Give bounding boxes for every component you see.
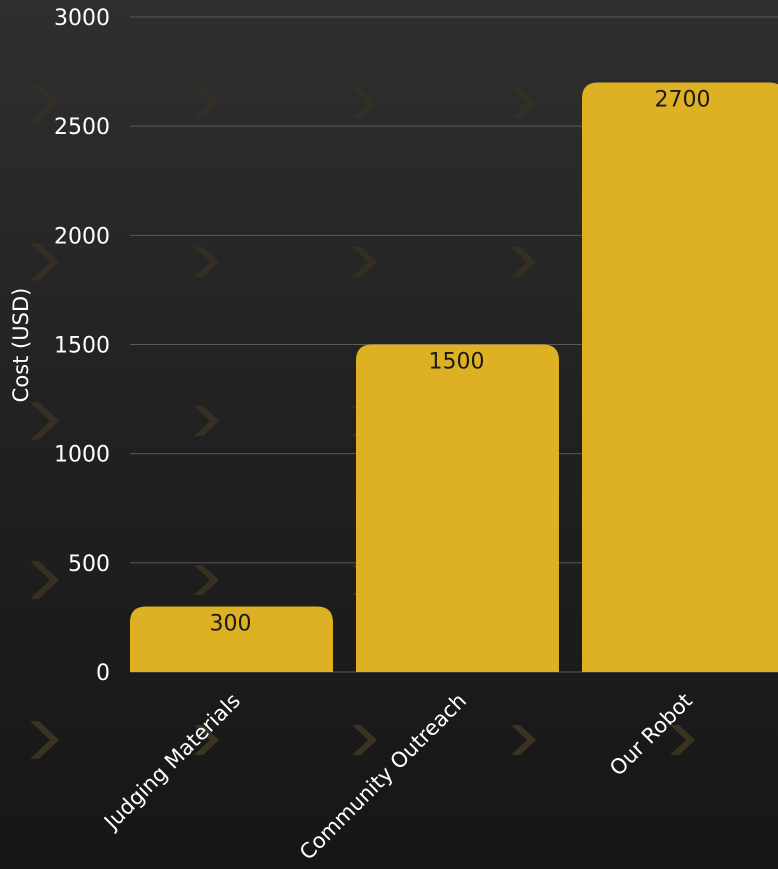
chevron-icon [352,88,377,118]
chevron-icon [30,84,59,122]
bar [130,606,333,672]
y-tick-label: 0 [96,661,110,686]
y-axis-title: Cost (USD) [9,288,33,403]
chevron-icon [352,725,377,755]
bar [356,344,559,672]
y-tick-label: 500 [68,552,110,577]
bars: 300 1500 2700 [130,82,778,672]
chevron-icon [194,247,219,277]
chevron-icon [30,402,59,440]
bar [582,82,778,672]
chevron-icon [194,406,219,436]
x-tick-label: Judging Materials [98,689,245,836]
chevron-icon [511,247,536,277]
x-tick-label: Community Outreach [295,689,471,865]
y-tick-label: 1000 [54,443,110,468]
chevron-icon [511,725,536,755]
y-tick-label: 2500 [54,115,110,140]
chevron-icon [194,725,219,755]
chevron-icon [30,243,59,281]
chevron-icon [511,88,536,118]
chevron-icon [352,247,377,277]
chevron-icon [194,88,219,118]
bar-value-label: 300 [210,612,252,637]
x-axis-ticks: Judging Materials Community Outreach Our R… [98,689,697,865]
chevron-icon [194,565,219,595]
y-tick-label: 1500 [54,334,110,359]
bar-value-label: 1500 [429,350,485,375]
chevron-icon [30,721,59,759]
y-tick-label: 2000 [54,224,110,249]
bar-value-label: 2700 [655,88,711,113]
y-axis-ticks: 0 500 1000 1500 2000 2500 3000 [54,6,110,686]
chevron-icon [30,561,59,599]
chevron-icon [670,725,695,755]
y-tick-label: 3000 [54,6,110,31]
